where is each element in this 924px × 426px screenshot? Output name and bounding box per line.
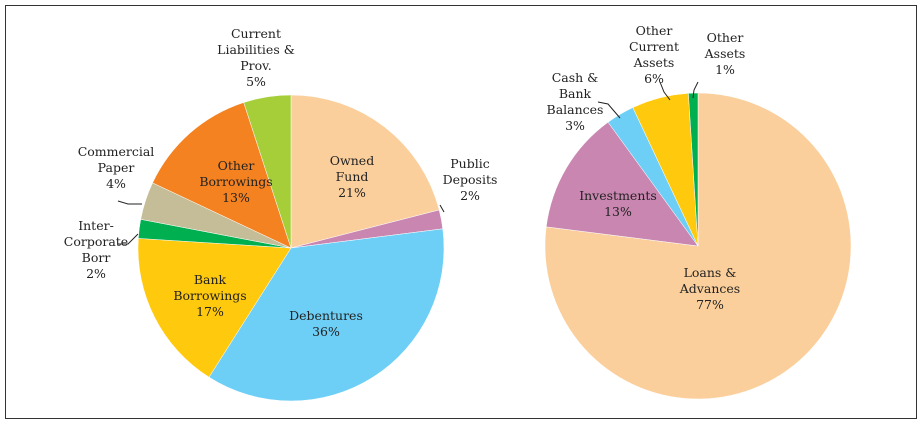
pie2-leader-line-3 — [659, 81, 671, 101]
pie1-leader-line-1 — [439, 204, 445, 213]
pie1-data-label-3: Bank Borrowings 17% — [173, 272, 246, 319]
pie1-leader-line-5 — [117, 200, 142, 205]
pie2-slice-0 — [544, 92, 852, 400]
pie1-data-label-2: Debentures 36% — [289, 308, 363, 339]
pie1-data-label-6: Other Borrowings 13% — [199, 158, 272, 205]
pie1-slice-0 — [290, 94, 440, 249]
pie2-data-label-0: Loans & Advances 77% — [679, 265, 740, 312]
pie2-data-label-3: Other Current Assets 6% — [629, 23, 679, 86]
pie1-data-label-0: Owned Fund 21% — [330, 153, 374, 200]
pie1-data-label-4: Inter-Corporate Borr 2% — [64, 218, 128, 281]
pie1-slice-6 — [152, 102, 292, 249]
chart-frame — [5, 5, 917, 419]
pie2-slice-1 — [545, 121, 699, 247]
pie1-slice-7 — [243, 94, 292, 249]
pie1-data-label-7: Current Liabilities & Prov. 5% — [217, 26, 295, 89]
pie2-data-label-1: Investments 13% — [579, 188, 657, 219]
pie1-slice-3 — [137, 238, 292, 378]
pie2-leader-line-4 — [692, 81, 699, 99]
pie1-data-label-5: Commercial Paper 4% — [78, 144, 155, 191]
pie1-data-label-1: Public Deposits 2% — [443, 156, 498, 203]
pie2-data-label-2: Cash & Bank Balances 3% — [547, 70, 604, 133]
pie2-leader-line-2 — [597, 101, 621, 119]
pie1-slice-2 — [208, 228, 445, 402]
pie2-data-label-4: Other Assets 1% — [704, 30, 746, 77]
pie1-leader-line-4 — [118, 233, 139, 245]
